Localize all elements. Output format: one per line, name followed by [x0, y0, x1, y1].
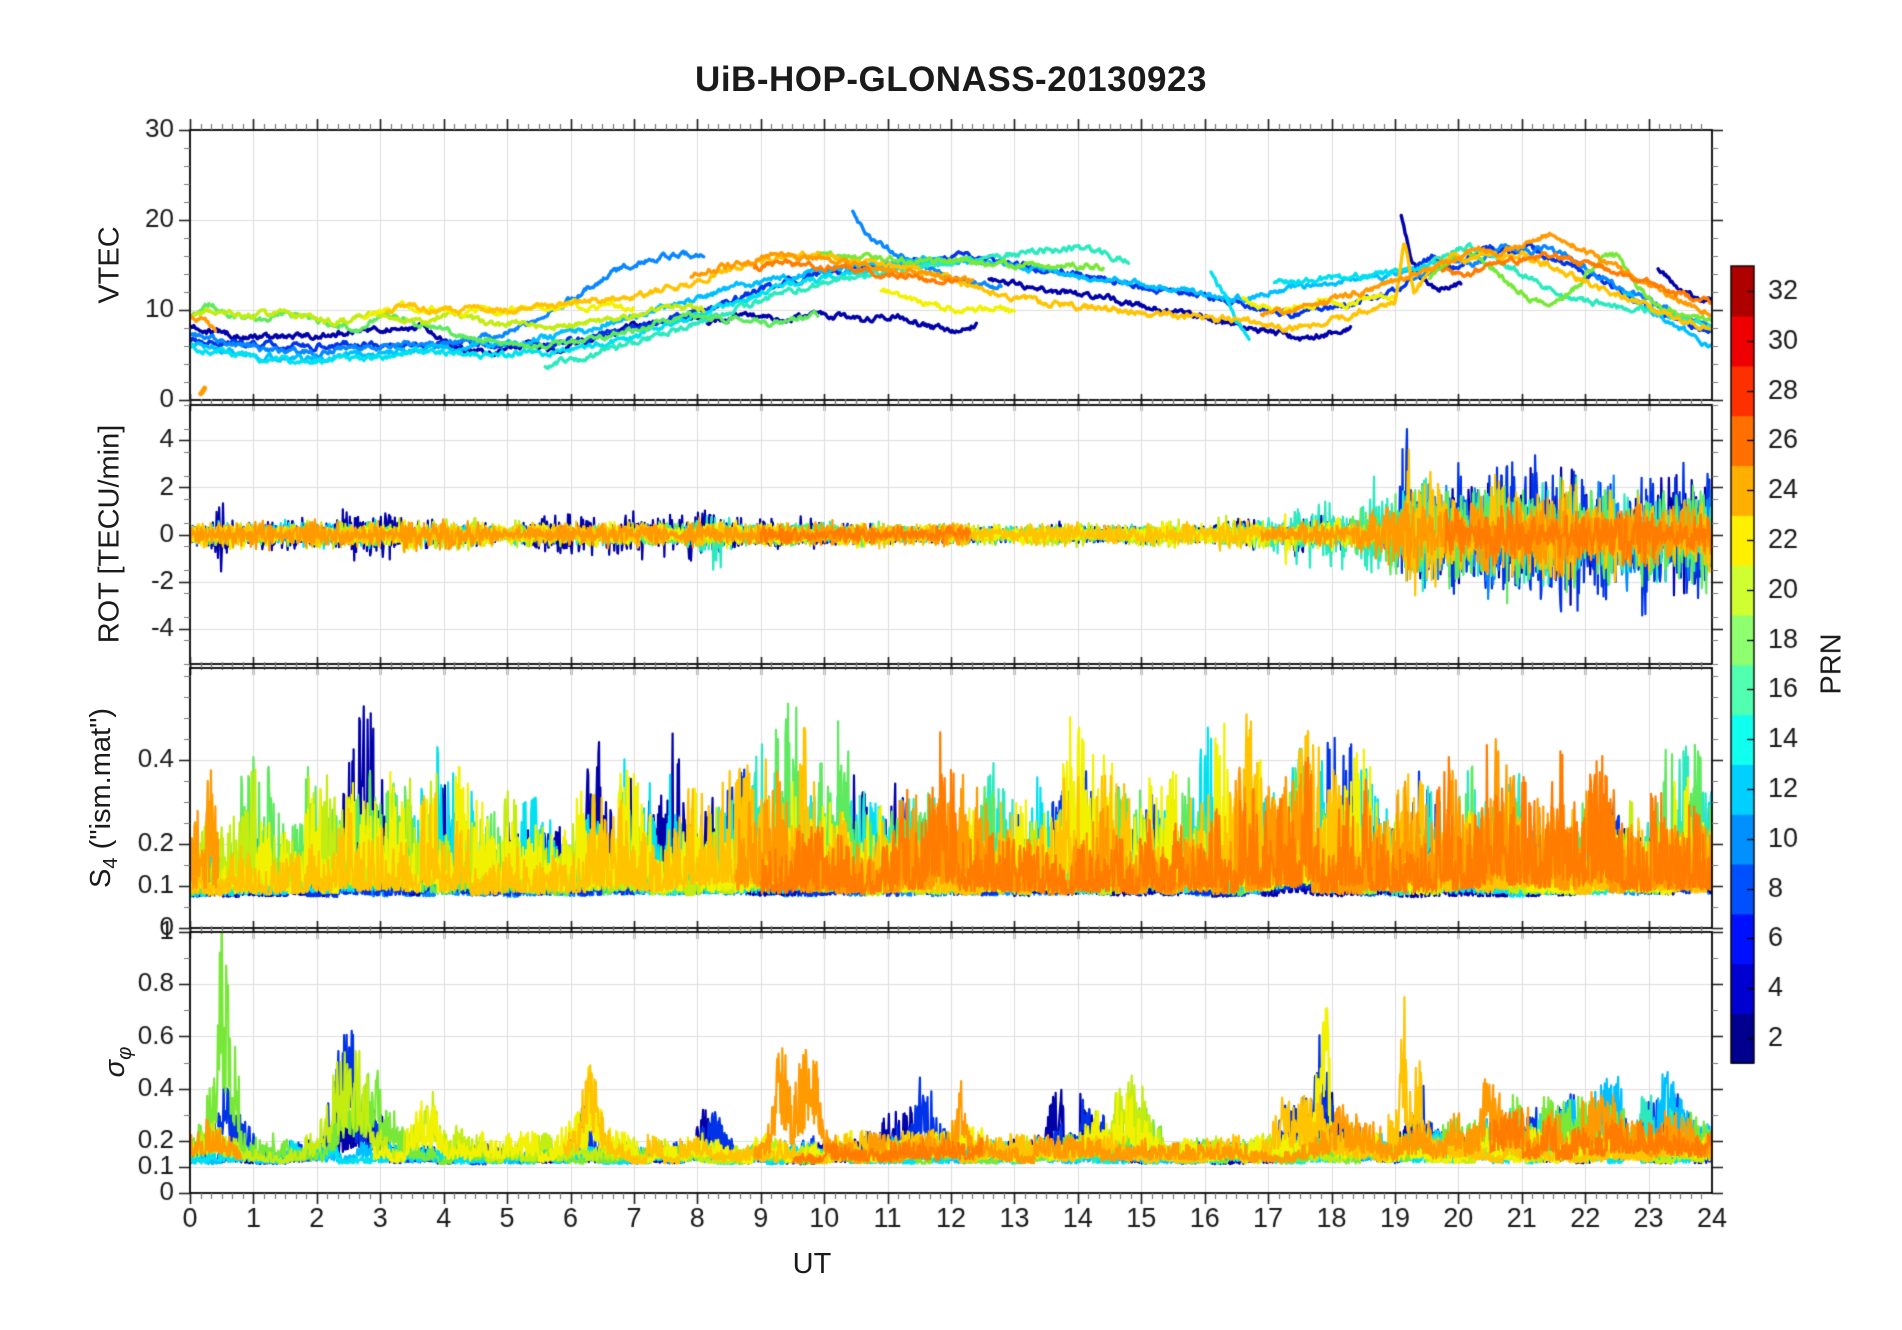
y-axis-label-rot: ROT [TECU/min] — [93, 424, 126, 644]
x-axis-label: UT — [792, 1248, 832, 1280]
colorbar-label: PRN — [1815, 633, 1848, 695]
y-axis-label-vtec: VTEC — [93, 226, 126, 304]
chart-title: UiB-HOP-GLONASS-20130923 — [695, 60, 1207, 99]
y-axis-label-s4: S4 ("ism.mat") — [85, 707, 122, 889]
y-axis-label-sigma-phi: σφ — [99, 1046, 136, 1078]
